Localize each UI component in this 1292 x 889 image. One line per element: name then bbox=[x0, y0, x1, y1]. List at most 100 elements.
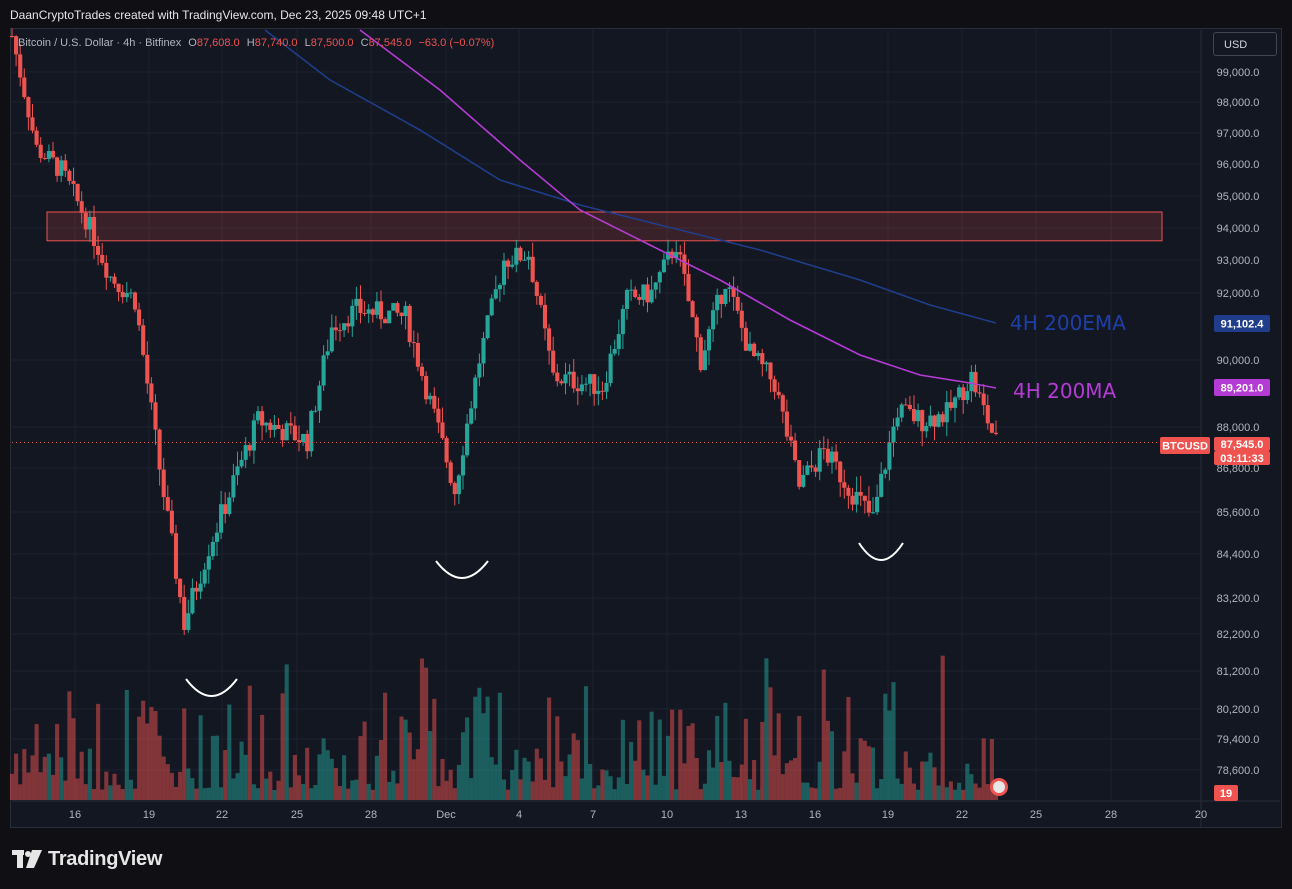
volume-bar bbox=[120, 789, 125, 800]
candle-body bbox=[801, 474, 806, 487]
candle-body bbox=[391, 303, 396, 311]
volume-bar bbox=[899, 783, 904, 800]
time-tick: 16 bbox=[69, 809, 81, 821]
low-label: L bbox=[304, 37, 311, 49]
volume-bar bbox=[415, 749, 420, 800]
candle-body bbox=[760, 353, 765, 365]
volume-tag-bg bbox=[1214, 785, 1238, 801]
candle-body bbox=[776, 391, 781, 396]
candle-body bbox=[743, 327, 748, 351]
volume-bar bbox=[936, 785, 941, 800]
volume-bar bbox=[403, 719, 408, 800]
volume-bar bbox=[251, 784, 256, 800]
volume-bar bbox=[985, 784, 990, 800]
volume-bar bbox=[313, 784, 318, 800]
currency-button[interactable]: USD bbox=[1213, 32, 1277, 56]
volume-bar bbox=[752, 760, 757, 800]
annotations: 4H 200EMA 4H 200MA 91,102.4 89,201.0 BTCUSD 8… bbox=[12, 311, 1270, 801]
time-tick: 22 bbox=[956, 809, 968, 821]
candle-body bbox=[879, 473, 884, 497]
candle-body bbox=[719, 294, 724, 304]
symbol-price-tag-bg bbox=[1160, 437, 1210, 454]
volume-bar bbox=[206, 787, 211, 800]
volume-bar bbox=[497, 692, 502, 800]
price-tick: 92,000.0 bbox=[1217, 288, 1260, 300]
candle-body bbox=[145, 354, 150, 384]
volume-bar bbox=[305, 747, 310, 800]
candle-body bbox=[842, 482, 847, 488]
ma-price-tag-bg bbox=[1214, 379, 1270, 396]
candle-body bbox=[137, 309, 142, 326]
candle-body bbox=[178, 578, 183, 598]
volume-bar bbox=[79, 751, 84, 800]
volume-bar bbox=[957, 782, 962, 800]
ema-annotation: 4H 200EMA bbox=[1010, 311, 1126, 335]
candle-body bbox=[575, 388, 580, 392]
volume-bar bbox=[436, 786, 441, 800]
candle-body bbox=[555, 372, 560, 382]
candle-body bbox=[67, 170, 72, 181]
candle-body bbox=[563, 374, 568, 384]
volume-bar bbox=[161, 756, 166, 800]
volume-bar bbox=[448, 769, 453, 800]
candle-body bbox=[255, 411, 261, 421]
candle-body bbox=[612, 348, 617, 354]
candle-body bbox=[620, 308, 625, 335]
resistance-zone bbox=[46, 211, 1163, 242]
volume-bar bbox=[108, 785, 113, 800]
candle-body bbox=[805, 465, 810, 475]
candle-body bbox=[846, 487, 851, 496]
candle-body bbox=[456, 475, 461, 495]
volume-bar bbox=[510, 769, 515, 800]
volume-bar bbox=[214, 735, 220, 800]
candle-body bbox=[260, 411, 265, 426]
candle-body bbox=[957, 387, 962, 398]
candle-body bbox=[358, 298, 363, 313]
candle-body bbox=[284, 423, 289, 441]
volume-bar bbox=[973, 783, 978, 800]
volume-bar bbox=[813, 788, 818, 800]
event-flag-icon-inner bbox=[993, 781, 1005, 793]
low-value: 87,500.0 bbox=[310, 37, 354, 49]
volume-bar bbox=[719, 762, 724, 800]
candle-body bbox=[276, 424, 281, 430]
candle-body bbox=[592, 374, 597, 394]
candle-body bbox=[649, 289, 654, 303]
candle-body bbox=[510, 264, 515, 267]
volume-bar bbox=[875, 788, 880, 800]
volume-bar bbox=[641, 769, 646, 800]
volume-bar bbox=[616, 777, 621, 800]
candle-body bbox=[526, 256, 531, 260]
time-tick: 20 bbox=[1195, 809, 1207, 821]
candle-body bbox=[698, 337, 703, 371]
volume-bar bbox=[526, 761, 531, 800]
close-value: 87,545.0 bbox=[368, 37, 412, 49]
candle-body bbox=[723, 288, 728, 304]
candle-body bbox=[629, 289, 634, 291]
ma-annotation: 4H 200MA bbox=[1013, 379, 1117, 403]
volume-bar bbox=[96, 703, 101, 800]
candle-body bbox=[383, 319, 388, 324]
candle-body bbox=[579, 384, 584, 392]
candle-body bbox=[243, 445, 248, 460]
volume-bar bbox=[563, 776, 568, 800]
volume-bar bbox=[264, 778, 269, 800]
candle-body bbox=[542, 304, 548, 329]
volume-bar bbox=[661, 775, 666, 800]
volume-bar bbox=[399, 716, 404, 800]
volume-bar bbox=[469, 778, 474, 800]
candle-body bbox=[46, 151, 51, 159]
candle-body bbox=[469, 408, 474, 424]
volume-bar bbox=[678, 709, 683, 800]
volume-tag: 19 bbox=[1220, 788, 1232, 800]
tradingview-logo[interactable]: TradingView bbox=[12, 846, 162, 872]
candle-body bbox=[26, 97, 31, 118]
volume-bar bbox=[337, 786, 343, 800]
volume-bar bbox=[63, 780, 68, 800]
candle-body bbox=[772, 379, 777, 392]
candle-body bbox=[616, 334, 621, 349]
candle-body bbox=[764, 362, 769, 365]
volume-bar bbox=[579, 778, 584, 800]
candle-body bbox=[440, 422, 445, 439]
